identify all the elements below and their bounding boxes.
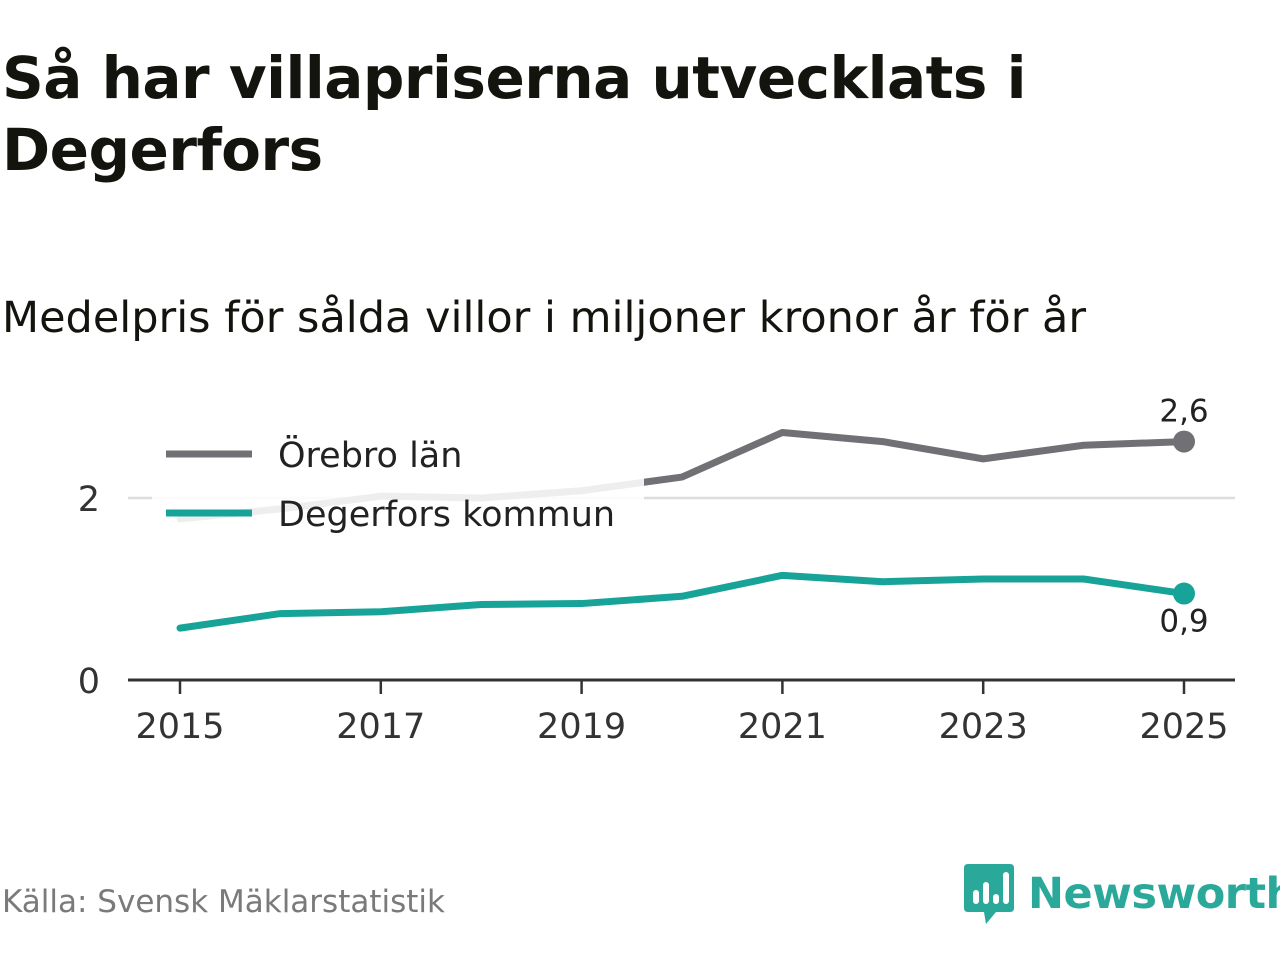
source-note: Källa: Svensk Mäklarstatistik (2, 884, 445, 920)
line-chart: 0 2 2015 2017 2019 2021 2023 2025 Örebro län De… (78, 394, 1235, 747)
end-marker-orebro (1173, 430, 1195, 453)
legend-background (152, 425, 644, 541)
end-marker-degerfors (1173, 582, 1195, 605)
legend: Örebro län Degerfors kommun (152, 425, 644, 541)
legend-label-degerfors: Degerfors kommun (278, 495, 615, 535)
y-tick-label: 2 (78, 480, 100, 520)
x-tick-label: 2021 (738, 707, 827, 747)
newsworthy-logo-icon (964, 864, 1014, 924)
x-tick-label: 2017 (336, 707, 425, 747)
brand-name: Newsworthy (1028, 869, 1280, 919)
chart-title: Så har villapriserna utvecklats i Degerf… (2, 44, 1026, 184)
newsworthy-logo[interactable]: Newsworthy (962, 864, 1280, 924)
y-tick-label: 0 (78, 662, 100, 702)
end-label-degerfors: 0,9 (1159, 604, 1208, 640)
x-tick-label: 2025 (1139, 707, 1228, 747)
end-label-orebro: 2,6 (1159, 394, 1208, 430)
grid-layer: 0 2 2015 2017 2019 2021 2023 2025 (78, 480, 1235, 747)
x-tick-label: 2015 (135, 707, 224, 747)
x-tick-label: 2019 (537, 707, 626, 747)
legend-label-orebro: Örebro län (278, 434, 462, 476)
chart-subtitle: Medelpris för sålda villor i miljoner kr… (2, 293, 1087, 343)
x-tick-label: 2023 (939, 707, 1028, 747)
label-layer: 2,6 0,9 (1159, 394, 1208, 640)
series-line-degerfors (176, 571, 1188, 632)
